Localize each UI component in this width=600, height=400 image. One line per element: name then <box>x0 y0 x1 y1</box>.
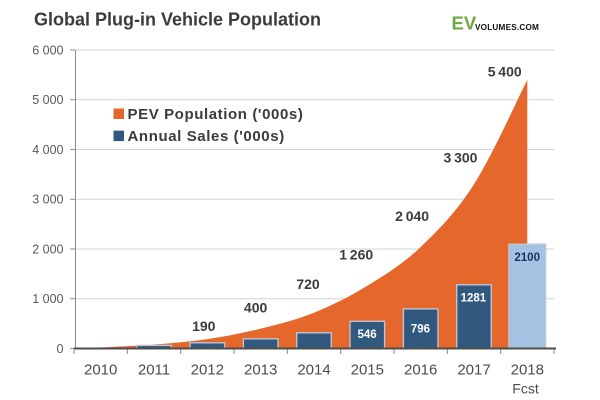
svg-text:2010: 2010 <box>84 362 117 379</box>
svg-text:0: 0 <box>57 342 64 356</box>
svg-text:720: 720 <box>296 276 320 292</box>
svg-text:1281: 1281 <box>461 293 487 305</box>
svg-text:1 260: 1 260 <box>339 246 373 262</box>
svg-text:2 000: 2 000 <box>32 242 63 256</box>
svg-text:4 000: 4 000 <box>32 143 63 157</box>
svg-text:2100: 2100 <box>514 252 540 264</box>
svg-text:2017: 2017 <box>457 362 490 379</box>
svg-text:2011: 2011 <box>138 362 170 379</box>
svg-text:2015: 2015 <box>351 362 384 379</box>
svg-text:400: 400 <box>244 300 268 316</box>
svg-text:2014: 2014 <box>297 362 330 379</box>
svg-text:PEV Population ('000s): PEV Population ('000s) <box>128 106 304 123</box>
svg-text:EV: EV <box>452 13 477 34</box>
svg-text:3 300: 3 300 <box>444 150 478 166</box>
svg-text:3 000: 3 000 <box>32 193 63 207</box>
svg-text:Fcst: Fcst <box>512 381 539 397</box>
svg-text:2016: 2016 <box>404 362 437 379</box>
svg-text:VOLUMES.COM: VOLUMES.COM <box>475 23 539 32</box>
svg-text:796: 796 <box>411 324 430 336</box>
svg-text:2013: 2013 <box>244 362 277 379</box>
svg-text:190: 190 <box>192 318 216 334</box>
svg-text:2018: 2018 <box>511 362 544 379</box>
svg-text:Global Plug-in Vehicle Populat: Global Plug-in Vehicle Population <box>34 9 321 29</box>
svg-text:5 400: 5 400 <box>488 64 522 80</box>
svg-text:2012: 2012 <box>191 362 224 379</box>
svg-text:2 040: 2 040 <box>395 208 429 224</box>
svg-text:546: 546 <box>358 329 377 341</box>
svg-text:Annual Sales ('000s): Annual Sales ('000s) <box>128 128 285 145</box>
svg-text:1 000: 1 000 <box>32 292 63 306</box>
svg-text:6 000: 6 000 <box>32 43 63 57</box>
svg-text:5 000: 5 000 <box>32 93 63 107</box>
